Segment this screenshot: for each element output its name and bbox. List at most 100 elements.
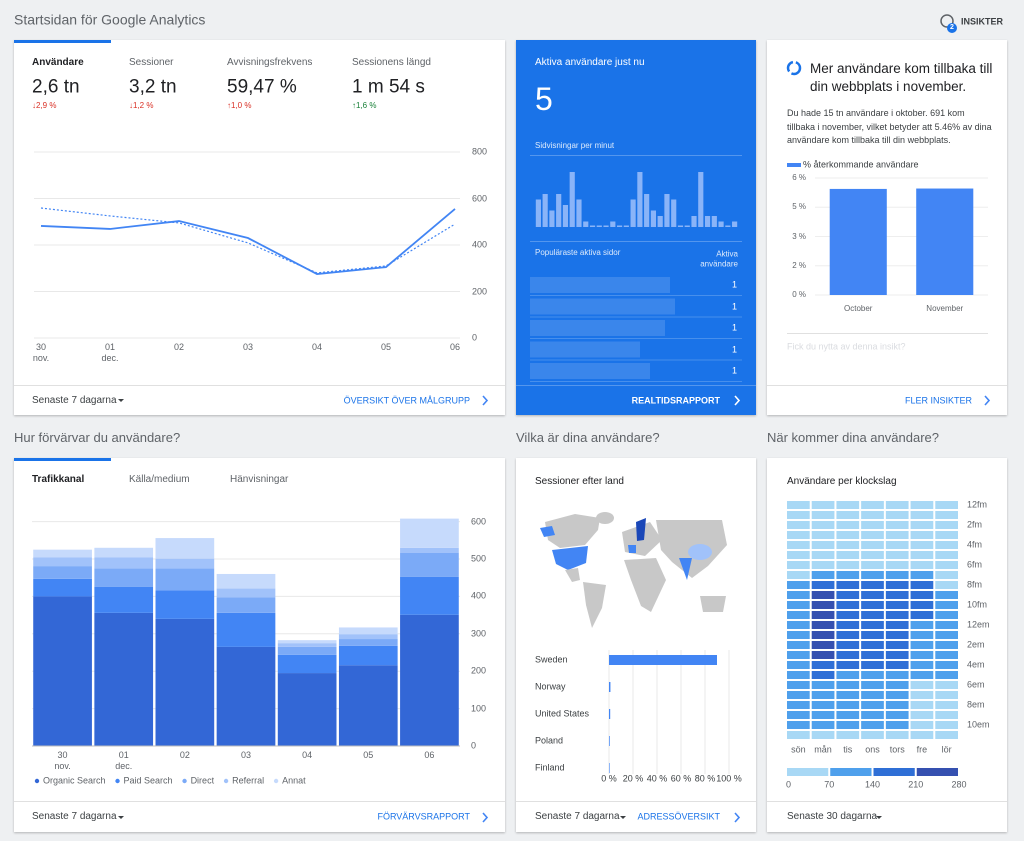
insights-icon[interactable] (940, 14, 957, 33)
x-tick-label: 03 (240, 750, 252, 760)
heat-cell (910, 611, 934, 619)
x-tick-label: 01 dec. (101, 342, 119, 363)
bar-segment (155, 590, 215, 619)
bar-segment (216, 573, 276, 589)
insight-title: Mer användare kom tillbaka till din webb… (810, 61, 993, 94)
heat-cell (811, 551, 835, 559)
x-tick-label: 100 % (716, 773, 742, 784)
metric-label[interactable]: Sessioner (129, 57, 174, 68)
heat-cell (861, 611, 884, 619)
insights-button[interactable]: INSIKTER (961, 16, 1004, 27)
heat-cell (861, 601, 884, 609)
active-count: 1 (731, 322, 737, 333)
heat-cell (836, 671, 860, 679)
bar (549, 210, 555, 227)
x-tick-label: 30 nov. (32, 342, 50, 363)
bar (609, 655, 717, 665)
metric-label[interactable]: Användare (32, 57, 84, 68)
bar-segment (216, 588, 276, 598)
bar (583, 221, 589, 227)
heat-cell (935, 621, 958, 629)
report-link[interactable]: FÖRVÄRVSRAPPORT (377, 811, 470, 822)
heat-cell (836, 581, 860, 589)
date-range[interactable]: Senaste 7 dagarna (535, 811, 620, 822)
heat-cell (836, 551, 860, 559)
world-map (540, 512, 727, 628)
heat-cell (787, 711, 810, 719)
bar-segment (338, 665, 398, 746)
x-tick-label: 40 % (646, 773, 668, 784)
date-range[interactable]: Senaste 7 dagarna (32, 395, 117, 406)
y-tick-label: 400 (472, 239, 488, 250)
heat-cell (910, 671, 934, 679)
tab[interactable]: Hänvisningar (230, 474, 289, 485)
chevrons[interactable] (482, 395, 991, 823)
heat-cell (811, 671, 835, 679)
y-tick-label: Sweden (535, 654, 568, 665)
active-count: 1 (731, 344, 737, 355)
section-heading: Vilka är dina användare? (516, 430, 660, 446)
x-tick-label: 05 (363, 750, 374, 760)
heat-cell (885, 691, 909, 699)
heat-cell (811, 531, 835, 539)
realtime-card (516, 40, 756, 415)
heat-cell (885, 581, 909, 589)
heat-cell (787, 611, 810, 619)
heat-cell (811, 541, 835, 549)
metric-label[interactable]: Sessionens längd (352, 57, 431, 68)
realtime-title: Aktiva användare just nu (535, 57, 645, 68)
heat-cell (885, 551, 909, 559)
legend-marker (223, 778, 229, 784)
metric-change: ↓1,2 % (129, 101, 154, 111)
active-tab (14, 40, 111, 43)
tab[interactable]: Källa/medium (129, 474, 190, 485)
report-link[interactable]: REALTIDSRAPPORT (631, 395, 720, 406)
heat-cell (787, 601, 810, 609)
y-tick-label: United States (535, 708, 590, 719)
y-tick-label: 0 (471, 740, 477, 751)
report-link[interactable]: ADRESSÖVERSIKT (637, 811, 720, 822)
active-tab (14, 458, 111, 461)
bar-segment (277, 673, 337, 746)
heat-cell (910, 721, 934, 729)
report-link[interactable]: ÖVERSIKT ÖVER MÅLGRUPP (343, 395, 470, 406)
heat-cell (935, 651, 958, 659)
heat-cell (836, 511, 860, 519)
bar-segment (155, 568, 215, 591)
heat-cell (787, 581, 810, 589)
heat-cell (861, 671, 884, 679)
tab[interactable]: Trafikkanal (32, 474, 85, 485)
heat-cell (861, 581, 884, 589)
hour-label: 12em (967, 619, 990, 630)
pageviews-title: Sidvisningar per minut (535, 141, 615, 151)
date-range[interactable]: Senaste 7 dagarna (32, 811, 117, 822)
heat-cell (885, 661, 909, 669)
date-range[interactable]: Senaste 30 dagarna (787, 811, 878, 822)
x-tick-label: October (844, 304, 873, 314)
bar-segment (155, 538, 215, 559)
heat-cell (836, 691, 860, 699)
heat-cell (836, 681, 860, 689)
heat-cell (836, 571, 860, 579)
y-tick-label: Finland (535, 762, 565, 773)
bar (684, 225, 690, 227)
heat-cell (836, 701, 860, 709)
heat-cell (935, 571, 958, 579)
dropdown-arrows[interactable] (118, 399, 882, 819)
y-tick-label: Norway (535, 681, 566, 692)
heat-cell (787, 511, 810, 519)
bar-segment (400, 614, 459, 746)
bar (576, 199, 582, 227)
y-tick-label: 600 (471, 516, 487, 527)
heat-cell (885, 561, 909, 569)
heat-cell (861, 701, 884, 709)
heat-cell (935, 721, 958, 729)
legend-label: Paid Search (123, 775, 173, 786)
bar (657, 216, 663, 227)
heat-cell (811, 521, 835, 529)
metric-label[interactable]: Avvisningsfrekvens (227, 57, 313, 68)
heat-cell (910, 661, 934, 669)
heat-cell (787, 561, 810, 569)
bar-segment (338, 627, 398, 635)
report-link[interactable]: FLER INSIKTER (904, 395, 972, 406)
